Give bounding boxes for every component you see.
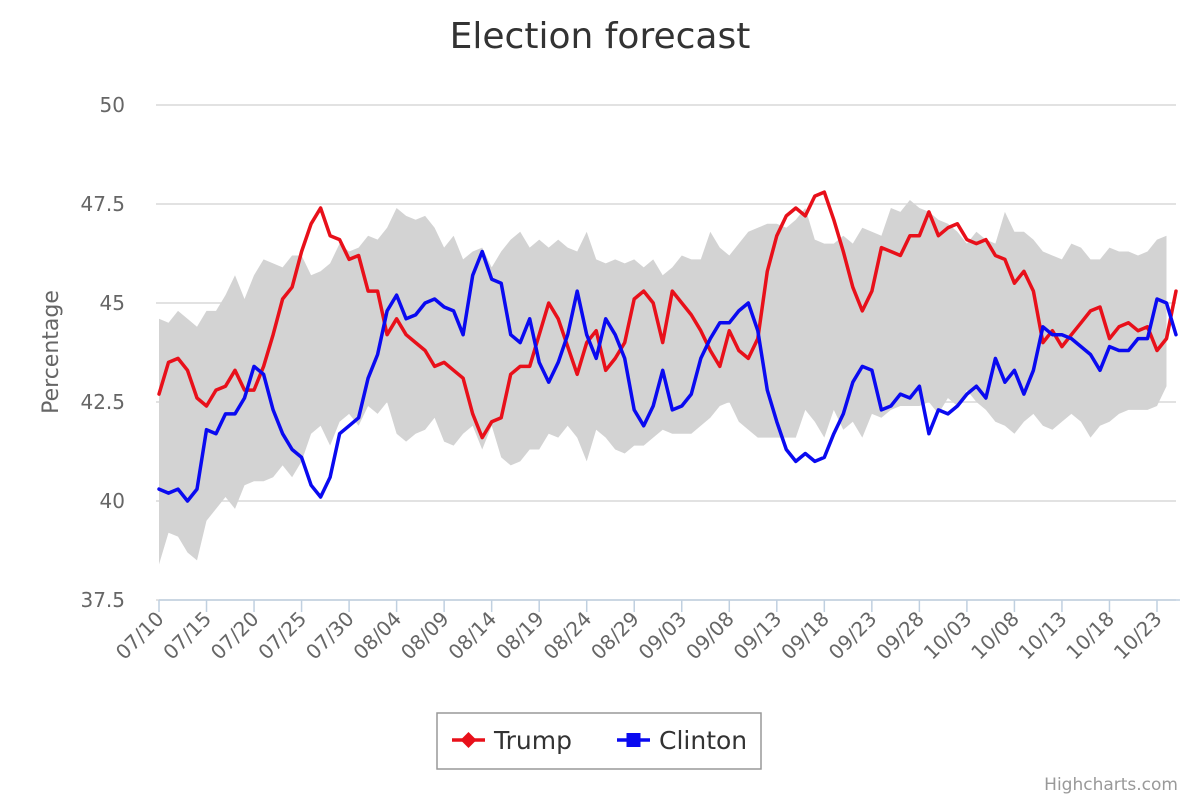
x-tick-label: 10/13 [1014,607,1072,665]
legend-box [436,712,762,770]
credits-link[interactable]: Highcharts.com [1044,775,1178,795]
y-tick-label: 37.5 [80,588,125,612]
x-tick-label: 10/08 [966,607,1024,665]
y-axis: 37.5 40 42.5 45 47.5 50 [80,93,125,612]
series-line-clinton [157,249,1178,503]
x-tick-label: 09/28 [871,607,929,665]
diamond-icon [460,732,477,748]
x-tick-label: 10/03 [919,607,977,665]
x-tick-label: 09/23 [824,607,882,665]
legend-item-trump[interactable]: Trump [452,726,572,755]
legend[interactable]: Trump Clinton [436,712,762,770]
x-tick-label: 10/23 [1109,607,1167,665]
series-lines [157,190,1178,503]
range-band-area [159,200,1167,565]
y-tick-label: 47.5 [80,192,125,216]
x-tick-label: 08/04 [348,607,406,665]
y-tick-label: 45 [100,291,125,315]
x-tick-label: 08/14 [443,607,501,665]
x-tick-label: 07/25 [253,607,311,665]
x-tick-label: 07/30 [301,607,359,665]
x-tick-label: 08/24 [539,607,597,665]
x-tick-label: 09/03 [634,607,692,665]
legend-label: Trump [493,726,572,755]
x-axis: 07/1007/1507/2007/2507/3008/0408/0908/14… [111,599,1180,665]
x-tick-label: 07/10 [111,607,169,665]
x-tick-label: 08/19 [491,607,549,665]
y-tick-label: 42.5 [80,390,125,414]
x-tick-label: 07/15 [158,607,216,665]
x-tick-label: 09/18 [776,607,834,665]
square-icon [626,733,641,747]
x-tick-label: 10/18 [1061,607,1119,665]
y-tick-label: 40 [100,489,125,513]
x-tick-label: 08/29 [586,607,644,665]
range-band [159,200,1167,565]
series-line-trump [157,190,1178,440]
x-tick-label: 07/20 [206,607,264,665]
legend-item-clinton[interactable]: Clinton [617,726,747,755]
x-tick-label: 08/09 [396,607,454,665]
y-tick-label: 50 [100,93,125,117]
y-axis-title: Percentage [39,290,64,414]
x-tick-label: 09/13 [729,607,787,665]
chart-title: Election forecast [450,16,751,57]
legend-label: Clinton [659,726,747,755]
x-tick-label: 09/08 [681,607,739,665]
